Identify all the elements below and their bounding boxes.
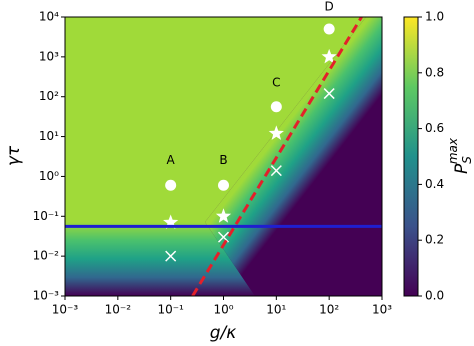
point-cross	[270, 165, 282, 177]
colorbar-label-base: P	[452, 163, 472, 174]
x-tick-label: 10⁻²	[105, 303, 132, 317]
point-circle	[323, 23, 335, 35]
y-axis-label: γτ	[4, 145, 24, 166]
point-circle	[218, 179, 229, 191]
point-cross	[323, 88, 335, 100]
colorbar-tick-label: 0.8	[425, 65, 444, 79]
colorbar-tick-label: 0.0	[425, 289, 444, 303]
x-axis-label: g/κ	[210, 323, 237, 343]
y-tick-label: 10⁻²	[33, 249, 60, 263]
annotation: C	[272, 76, 280, 90]
point-cross	[165, 250, 177, 262]
y-tick-label: 10⁻¹	[33, 209, 60, 223]
contour-field	[65, 17, 382, 296]
point-star	[321, 48, 337, 64]
colorbar-label: PSmax	[446, 137, 474, 174]
colorbar-tick-label: 0.4	[425, 177, 444, 191]
annotation: A	[167, 153, 176, 167]
x-tick-label: 10⁰	[213, 303, 233, 317]
colorbar-tick-label: 0.2	[425, 233, 444, 247]
colorbar-tick-label: 0.6	[425, 121, 444, 135]
point-star	[215, 208, 232, 223]
colorbar-label-sub: S	[460, 156, 474, 164]
x-tick-label: 10²	[319, 303, 339, 317]
annotation: D	[325, 0, 334, 13]
y-tick-label: 10²	[39, 89, 59, 103]
colorbar-tick-label: 1.0	[425, 10, 444, 24]
x-tick-label: 10³	[372, 303, 392, 317]
y-tick-label: 10⁰	[39, 169, 59, 183]
annotation: B	[219, 153, 227, 167]
y-tick-label: 10⁻³	[33, 289, 60, 303]
point-circle	[165, 179, 177, 191]
overlay	[65, 17, 382, 296]
x-tick-label: 10¹	[266, 303, 286, 317]
x-tick-label: 10⁻³	[52, 303, 79, 317]
y-tick-label: 10³	[39, 49, 59, 63]
line	[191, 17, 363, 296]
point-star	[268, 125, 284, 140]
point-star	[163, 214, 179, 229]
colorbar	[403, 16, 419, 297]
point-cross	[217, 231, 230, 243]
x-tick-label: 10⁻¹	[157, 303, 184, 317]
colorbar-label-sup: max	[446, 137, 460, 164]
y-tick-label: 10¹	[39, 129, 59, 143]
point-circle	[270, 101, 282, 113]
y-tick-label: 10⁴	[39, 10, 59, 24]
